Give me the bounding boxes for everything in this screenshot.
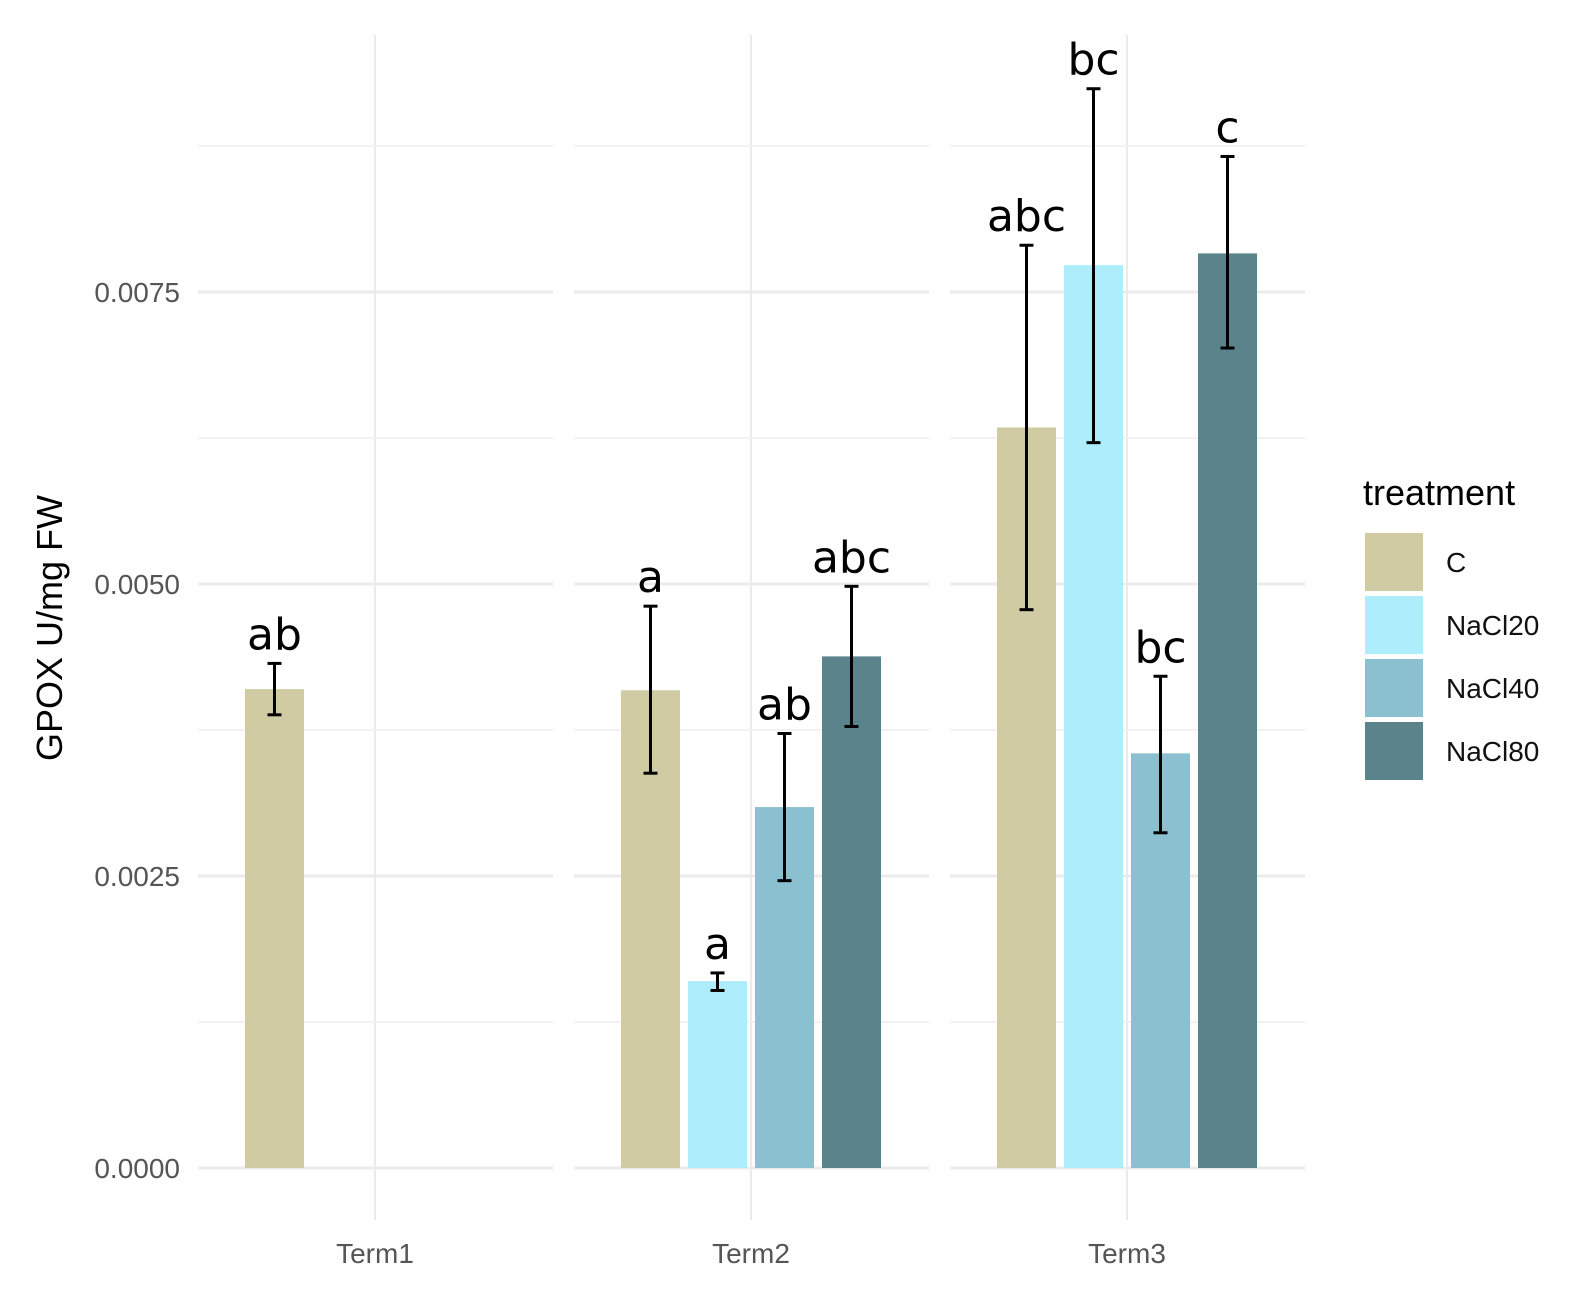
significance-label: ab — [757, 679, 812, 730]
legend-key-NaCl20 — [1365, 596, 1423, 654]
x-facet-label: Term2 — [712, 1238, 790, 1269]
y-tick-label: 0.0000 — [94, 1153, 180, 1184]
x-facet-label: Term3 — [1088, 1238, 1166, 1269]
bar-NaCl80-Term3 — [1198, 253, 1257, 1168]
bar-C-Term1 — [245, 689, 304, 1168]
significance-label: a — [637, 552, 664, 603]
significance-label: abc — [987, 191, 1066, 242]
significance-label: bc — [1067, 35, 1119, 86]
significance-label: ab — [247, 609, 302, 660]
significance-label: c — [1215, 102, 1239, 153]
legend-label: NaCl40 — [1446, 673, 1539, 704]
y-tick-label: 0.0075 — [94, 277, 180, 308]
bar-NaCl20-Term2 — [688, 981, 747, 1168]
significance-label: abc — [812, 532, 891, 583]
legend-title: treatment — [1363, 472, 1515, 513]
x-facet-label: Term1 — [336, 1238, 414, 1269]
legend-key-NaCl40 — [1365, 659, 1423, 717]
legend-label: NaCl80 — [1446, 736, 1539, 767]
legend-label: C — [1446, 547, 1466, 578]
significance-label: a — [704, 919, 731, 970]
y-tick-label: 0.0025 — [94, 861, 180, 892]
legend-key-NaCl80 — [1365, 722, 1423, 780]
bar-NaCl80-Term2 — [822, 656, 881, 1168]
legend-key-C — [1365, 533, 1423, 591]
y-axis-title: GPOX U/mg FW — [29, 495, 70, 761]
significance-label: bc — [1134, 622, 1186, 673]
y-tick-label: 0.0050 — [94, 569, 180, 600]
legend-label: NaCl20 — [1446, 610, 1539, 641]
